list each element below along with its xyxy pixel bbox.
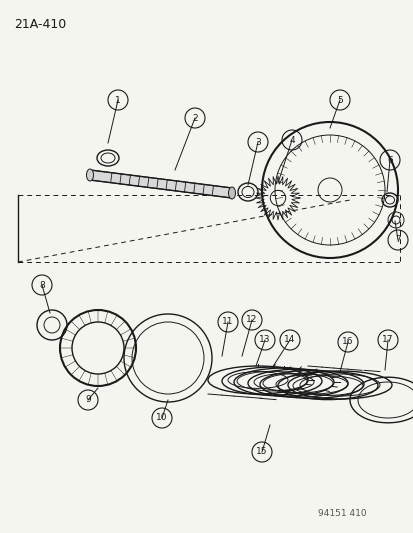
Text: 1: 1	[115, 95, 121, 104]
Text: 17: 17	[381, 335, 393, 344]
Text: 11: 11	[222, 318, 233, 327]
Text: 10: 10	[156, 414, 167, 423]
Ellipse shape	[228, 187, 235, 199]
Text: 21A-410: 21A-410	[14, 18, 66, 31]
Text: 8: 8	[39, 280, 45, 289]
Polygon shape	[89, 170, 232, 198]
Text: 16: 16	[342, 337, 353, 346]
Text: 7: 7	[394, 236, 400, 245]
Text: 5: 5	[336, 95, 342, 104]
Text: 14: 14	[284, 335, 295, 344]
Text: 15: 15	[256, 448, 267, 456]
Text: 3: 3	[254, 138, 260, 147]
Text: 12: 12	[246, 316, 257, 325]
Ellipse shape	[86, 169, 93, 181]
Text: 9: 9	[85, 395, 91, 405]
Text: 4: 4	[289, 135, 294, 144]
Text: 13: 13	[259, 335, 270, 344]
Text: 2: 2	[192, 114, 197, 123]
Text: 94151 410: 94151 410	[317, 509, 366, 518]
Text: 6: 6	[386, 156, 392, 165]
